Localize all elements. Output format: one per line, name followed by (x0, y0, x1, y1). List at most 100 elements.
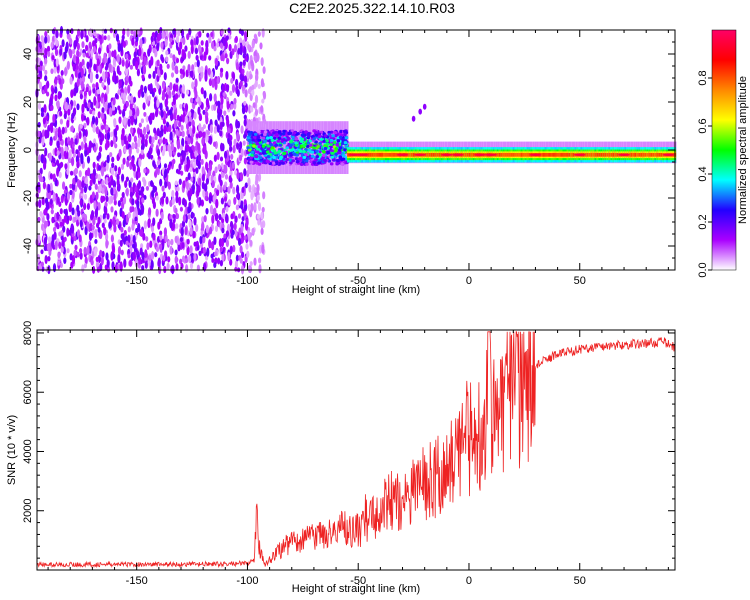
spectrogram-cell (140, 84, 144, 93)
spectrogram-cell (130, 29, 134, 35)
spectrogram-cell (173, 146, 177, 153)
spectrogram-cell (175, 84, 179, 92)
spectrogram-cell (78, 145, 82, 151)
spectrogram-cell (38, 41, 43, 50)
spectrogram-cell (40, 153, 44, 164)
spectrogram-cell (209, 124, 213, 134)
spectrogram-cell (194, 47, 198, 55)
spectrogram-cell (211, 214, 215, 225)
spectrogram-cell (270, 146, 275, 150)
spectrogram-cell (120, 92, 124, 99)
spectrogram-cell (69, 49, 73, 59)
spectrogram-cell (220, 197, 224, 205)
spectrogram-cell (322, 139, 327, 143)
spectrogram-cell (92, 83, 96, 89)
spectrogram-cell (85, 44, 89, 52)
spectrogram-cell (41, 129, 46, 137)
spectrogram-cell (369, 152, 372, 157)
spectrogram-cell (125, 176, 129, 182)
spectrogram-cell (213, 141, 217, 147)
spectrogram-cell (169, 245, 173, 255)
spectrogram-cell (163, 72, 167, 81)
spectrogram-cell (181, 242, 185, 249)
spectrogram-cell (157, 221, 161, 230)
spectrogram-cell (76, 49, 80, 58)
spectrogram-cell (125, 187, 129, 197)
spectrogram-cell (250, 202, 254, 213)
spectrogram-y-tick-label: 20 (22, 96, 34, 108)
spectrogram-cell (99, 249, 103, 258)
spectrogram-cell (109, 131, 114, 138)
spectrogram-cell (37, 121, 41, 128)
spectrogram-cell (201, 181, 205, 190)
spectrogram-cell (226, 117, 230, 128)
spectrogram-cell (250, 59, 254, 67)
spectrogram-cell (217, 111, 221, 121)
spectrogram-cell (89, 222, 93, 232)
spectrogram-panel: -150 -100 -50 0 50 -40 -20 0 20 40 Height of stra… (6, 25, 677, 296)
spectrogram-cell (219, 156, 224, 162)
spectrogram-cell (151, 32, 155, 38)
spectrogram-cell (241, 251, 245, 259)
spectrogram-cell (195, 240, 199, 247)
spectrogram-cell (181, 130, 185, 138)
spectrogram-cell (214, 119, 218, 126)
spectrogram-cell (50, 124, 54, 134)
spectrogram-cell (128, 154, 132, 161)
spectrogram-cell (101, 92, 105, 99)
spectrogram-cell (157, 66, 161, 77)
spectrogram-cell (67, 108, 71, 116)
spectrogram-cell (137, 171, 141, 178)
spectrogram-cell (161, 95, 165, 101)
spectrogram-cell (292, 131, 297, 135)
spectrogram-cell (194, 61, 198, 68)
spectrogram-cell (175, 77, 179, 83)
spectrogram-cell (329, 162, 334, 166)
spectrogram-cell (232, 244, 236, 253)
spectrogram-cell (179, 103, 183, 110)
spectrogram-cell (46, 213, 50, 221)
spectrogram-cell (43, 236, 48, 246)
spectrogram-cell (53, 231, 57, 240)
spectrogram-cell (155, 208, 159, 217)
spectrogram-cell (55, 222, 59, 228)
spectrogram-cell (129, 191, 133, 198)
spectrogram-cell (244, 182, 248, 189)
spectrogram-cell (54, 76, 58, 85)
spectrogram-cell (237, 48, 241, 55)
spectrogram-cell (190, 39, 194, 47)
spectrogram-cell (60, 146, 64, 156)
spectrogram-cell (219, 42, 224, 49)
spectrogram-cell (646, 152, 649, 157)
spectrogram-cell (69, 37, 73, 45)
spectrogram-cell (141, 142, 145, 150)
spectrogram-cell (514, 152, 517, 157)
spectrogram-y-tick-label: -40 (22, 238, 34, 254)
snr-x-tick-label: -150 (126, 575, 148, 587)
spectrogram-cell (125, 53, 129, 59)
spectrogram-cell (338, 155, 343, 159)
spectrogram-cell (282, 151, 287, 155)
spectrogram-cell (220, 142, 224, 152)
colorbar-frame (711, 29, 737, 271)
spectrogram-cell (88, 232, 93, 241)
spectrogram-cell (522, 152, 525, 157)
spectrogram-cell (73, 40, 77, 50)
spectrogram-cell (190, 176, 194, 182)
spectrogram-cell (39, 60, 43, 67)
spectrogram-cell (438, 152, 441, 157)
spectrogram-cell (220, 237, 225, 248)
spectrogram-cell (64, 126, 68, 134)
spectrogram-cell (60, 138, 64, 146)
spectrogram-cell (217, 164, 221, 171)
spectrogram-cell (156, 148, 161, 157)
spectrogram-cell (197, 142, 201, 152)
spectrogram-cell (172, 54, 176, 62)
spectrogram-cell (179, 258, 183, 265)
spectrogram-cell (143, 194, 147, 201)
spectrogram-cell (261, 28, 265, 38)
spectrogram-cell (105, 124, 109, 131)
spectrogram-cell (59, 208, 63, 215)
spectrogram-cell (344, 136, 349, 140)
